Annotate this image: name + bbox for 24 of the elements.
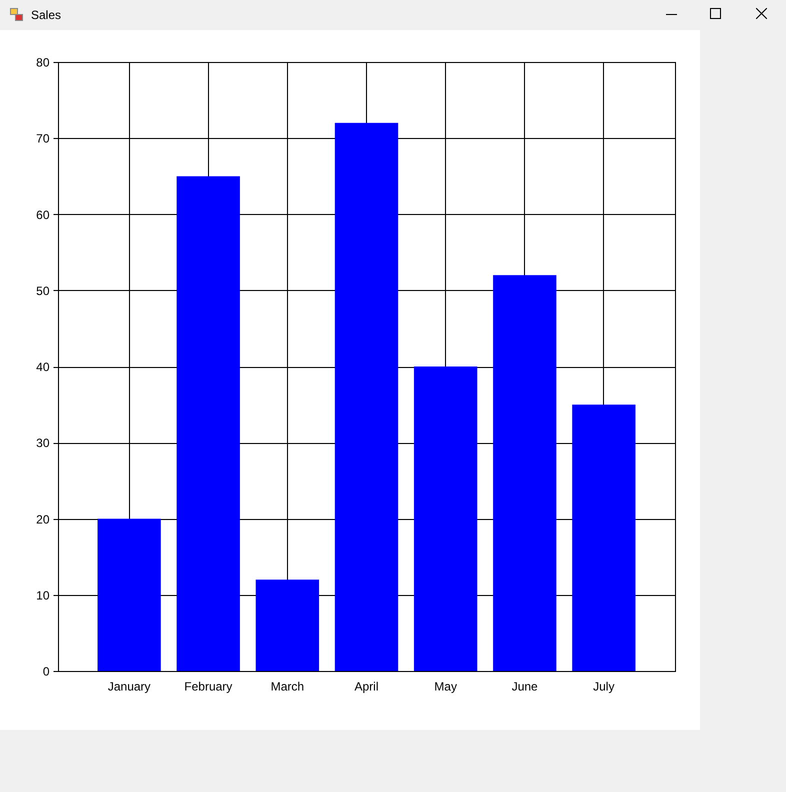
y-tick-label: 20 <box>36 512 50 526</box>
bar <box>334 122 398 671</box>
chart-title: Sales <box>31 8 62 22</box>
x-tick-label: March <box>270 680 304 694</box>
y-tick-label: 0 <box>42 664 50 678</box>
bar <box>493 275 556 671</box>
bar <box>414 366 478 671</box>
y-tick-label: 30 <box>36 436 50 450</box>
x-tick-label: April <box>354 680 379 694</box>
bar <box>98 518 161 671</box>
bar <box>572 404 636 671</box>
y-tick-label: 70 <box>36 132 50 146</box>
x-tick-label: May <box>434 680 457 694</box>
y-tick-label: 10 <box>36 588 50 602</box>
x-tick-label: February <box>184 680 232 694</box>
y-tick-label: 60 <box>36 208 50 222</box>
y-tick-label: 40 <box>36 360 50 374</box>
y-tick-label: 50 <box>36 284 50 298</box>
x-tick-label: January <box>108 680 151 694</box>
x-tick-label: June <box>512 680 538 694</box>
bar <box>256 580 320 671</box>
x-tick-label: July <box>593 680 614 694</box>
y-tick-label: 80 <box>36 56 50 70</box>
bar <box>176 176 240 671</box>
